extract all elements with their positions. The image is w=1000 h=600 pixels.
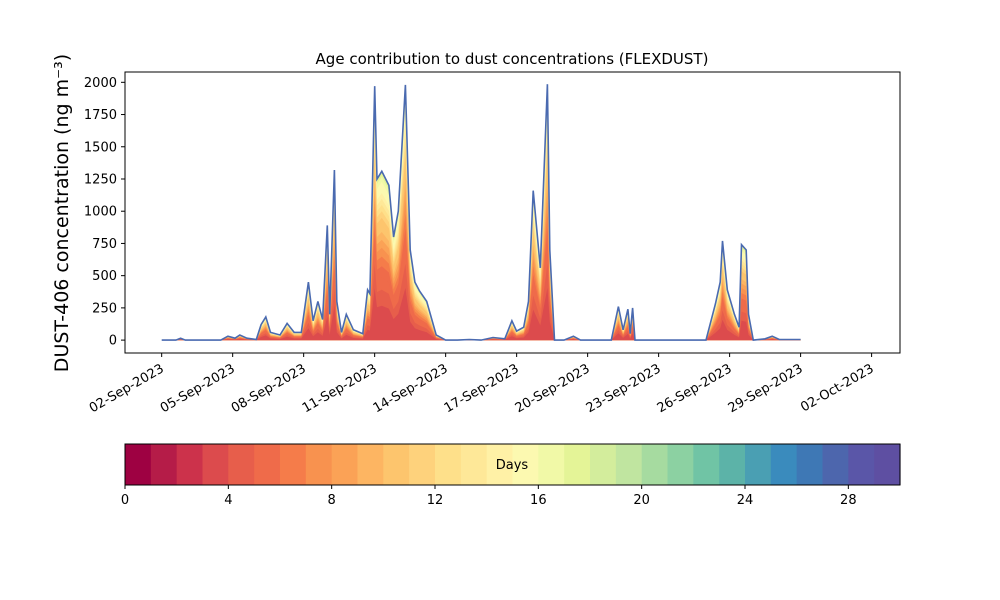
chart-title: Age contribution to dust concentrations … — [316, 50, 709, 68]
colorbar-cell-7 — [305, 444, 333, 485]
colorbar-cell-23 — [719, 444, 746, 485]
colorbar-cell-17 — [564, 444, 591, 485]
colorbar-cell-21 — [667, 444, 694, 485]
age-layer-14 — [161, 108, 801, 341]
colorbar-cell-12 — [435, 444, 462, 485]
colorbar-cell-18 — [590, 444, 617, 485]
colorbar-tick-label-20: 20 — [633, 493, 650, 508]
colorbar-cell-10 — [383, 444, 410, 485]
colorbar-cell-19 — [615, 444, 643, 485]
colorbar-cell-5 — [254, 444, 281, 485]
colorbar-tick-label-28: 28 — [840, 493, 857, 508]
colorbar-cell-1 — [150, 444, 178, 485]
age-layer-0 — [161, 287, 801, 341]
age-layer-1 — [161, 263, 801, 341]
x-tick-label-2: 08-Sep-2023 — [229, 361, 309, 416]
colorbar: Days 0 4 8 12 16 20 24 28 — [121, 443, 901, 508]
colorbar-tick-label-0: 0 — [121, 493, 129, 508]
colorbar-cell-16 — [538, 444, 565, 485]
colorbar-frame — [124, 443, 901, 486]
x-tick-label-9: 29-Sep-2023 — [726, 361, 806, 416]
age-layer-9 — [161, 154, 801, 341]
x-axis-ticks: 02-Sep-202305-Sep-202308-Sep-202311-Sep-… — [87, 353, 877, 416]
colorbar-tick-label-8: 8 — [328, 493, 336, 508]
colorbar-cell-6 — [280, 444, 307, 485]
colorbar-cell-25 — [770, 444, 798, 485]
age-layer-3 — [161, 228, 801, 341]
y-tick-label-0: 0 — [109, 334, 117, 349]
colorbar-cell-3 — [202, 444, 229, 485]
y-tick-label-2000: 2000 — [84, 76, 117, 91]
plot-area — [124, 71, 901, 354]
plot-frame — [124, 71, 901, 354]
colorbar-tick-label-4: 4 — [224, 493, 232, 508]
colorbar-cell-4 — [228, 444, 255, 485]
age-layer-4 — [161, 213, 801, 341]
age-layer-7 — [161, 176, 801, 341]
age-layer-16 — [161, 92, 801, 341]
age-stack-layers — [161, 84, 801, 341]
y-tick-label-1250: 1250 — [84, 172, 117, 187]
colorbar-ticks: 0 4 8 12 16 20 24 28 — [121, 485, 857, 508]
colorbar-tick-label-12: 12 — [427, 493, 444, 508]
x-tick-label-5: 17-Sep-2023 — [442, 361, 522, 416]
colorbar-cell-15 — [512, 444, 539, 485]
y-tick-label-250: 250 — [92, 301, 117, 316]
colorbar-cell-9 — [357, 444, 384, 485]
colorbar-cell-27 — [822, 444, 849, 485]
colorbar-cell-11 — [409, 444, 436, 485]
colorbar-cell-0 — [125, 444, 152, 485]
age-layer-13 — [161, 117, 801, 341]
x-tick-label-6: 20-Sep-2023 — [513, 361, 593, 416]
age-layer-2 — [161, 244, 801, 341]
age-layer-10 — [161, 145, 801, 341]
y-tick-label-1500: 1500 — [84, 140, 117, 155]
colorbar-cell-26 — [796, 444, 824, 485]
colorbar-cell-28 — [848, 444, 875, 485]
y-tick-label-1750: 1750 — [84, 108, 117, 123]
x-tick-label-0: 02-Sep-2023 — [87, 361, 167, 416]
y-axis-ticks: 0 250 500 750 1000 1250 1500 1750 2000 — [84, 76, 125, 349]
colorbar-cell-13 — [460, 444, 488, 485]
colorbar-cell-20 — [641, 444, 669, 485]
age-layer-11 — [161, 135, 801, 341]
colorbar-cell-14 — [486, 444, 514, 485]
x-tick-label-10: 02-Oct-2023 — [798, 361, 876, 415]
x-tick-label-7: 23-Sep-2023 — [584, 361, 664, 416]
age-layer-6 — [161, 187, 801, 341]
colorbar-label: Days — [496, 458, 529, 473]
colorbar-cell-22 — [693, 444, 720, 485]
colorbar-cell-2 — [176, 444, 204, 485]
colorbar-cell-29 — [874, 444, 901, 485]
x-tick-label-1: 05-Sep-2023 — [158, 361, 238, 416]
age-layer-15 — [161, 100, 801, 341]
x-tick-label-4: 14-Sep-2023 — [371, 361, 451, 416]
colorbar-cell-8 — [331, 444, 359, 485]
age-layer-5 — [161, 200, 801, 341]
colorbar-cell-24 — [745, 444, 772, 485]
total-concentration-line — [161, 84, 801, 341]
x-tick-label-8: 26-Sep-2023 — [655, 361, 735, 416]
age-layer-12 — [161, 126, 801, 341]
age-layer-8 — [161, 165, 801, 341]
x-tick-label-3: 11-Sep-2023 — [300, 361, 380, 416]
y-tick-label-750: 750 — [92, 237, 117, 252]
age-layer-17 — [161, 84, 801, 341]
colorbar-tick-label-24: 24 — [737, 493, 754, 508]
colorbar-tick-label-16: 16 — [530, 493, 547, 508]
y-tick-label-500: 500 — [92, 269, 117, 284]
y-tick-label-1000: 1000 — [84, 205, 117, 220]
y-axis-label: DUST-406 concentration (ng m⁻³) — [51, 54, 73, 372]
colorbar-cells — [125, 444, 901, 485]
